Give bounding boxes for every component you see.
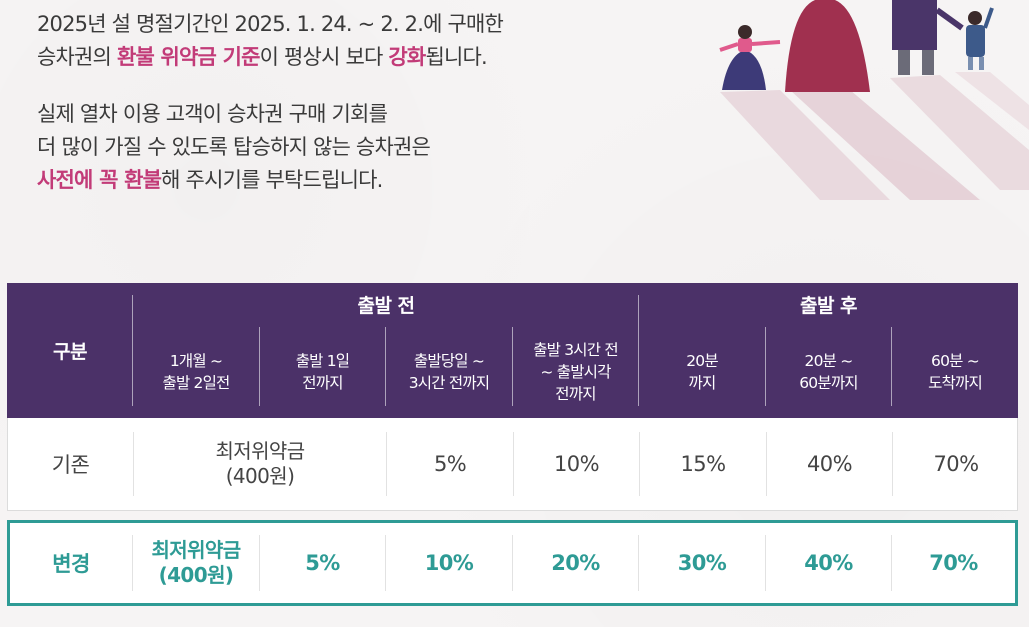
column-1-day-before: 출발 1일 전까지 [295, 351, 350, 392]
notice-text-span: 2025년 설 명절기간인 2025. 1. 24. ~ 2. 2.에 구매한 [37, 12, 504, 36]
table-cell: 70% [929, 551, 978, 575]
header-after-departure: 출발 후 [799, 294, 858, 317]
highlight-strengthen: 강화 [388, 45, 426, 69]
notice-text-span: 이 평상시 보다 [259, 45, 389, 69]
notice-text-span: 승차권의 [37, 45, 117, 69]
column-same-day: 출발당일 ~3시간 전까지 [408, 351, 490, 392]
table-cell: 30% [677, 551, 727, 575]
table-cell: 20% [551, 551, 600, 575]
table-cell: 10% [424, 551, 474, 575]
column-60-min-to-arrival: 60분 ~ 도착까지 [928, 351, 983, 392]
notice-line-3: 실제 열차 이용 고객이 승차권 구매 기회를 [37, 98, 677, 131]
highlight-refund-in-advance: 사전에 꼭 환불 [37, 168, 162, 192]
table-cell: 10% [554, 452, 599, 476]
notice-text-span: 실제 열차 이용 고객이 승차권 구매 기회를 [37, 102, 388, 126]
notice-line-5: 사전에 꼭 환불해 주시기를 부탁드립니다. [37, 164, 677, 197]
table-cell: 40% [804, 551, 853, 575]
table-cell: 15% [680, 452, 726, 476]
table-header: 구분 출발 전 출발 후 1개월 ~ 출발 2일전 출발 1일 전까지 출발당일 ~… [7, 283, 1018, 418]
refund-fee-table: 구분 출발 전 출발 후 1개월 ~ 출발 2일전 출발 1일 전까지 출발당일 ~… [7, 283, 1018, 511]
column-20-min: 20분 까지 [686, 351, 718, 392]
notice-text-span: 더 많이 가질 수 있도록 탑승하지 않는 승차권은 [37, 135, 431, 159]
family-hanbok-illustration [719, 0, 1029, 200]
row-label-existing: 기존 [51, 453, 90, 477]
table-row-changed: 변경 최저위약금 (400원) 5% 10% 20% 30% 40% 70% [7, 520, 1018, 606]
header-before-departure: 출발 전 [357, 294, 415, 317]
table-cell: 5% [305, 551, 340, 575]
cell-minimum-fee-changed: 최저위약금 (400원) [151, 538, 242, 587]
notice-text: 2025년 설 명절기간인 2025. 1. 24. ~ 2. 2.에 구매한 … [37, 8, 677, 197]
column-20-60-min: 20분 ~60분까지 [799, 351, 858, 392]
notice-text-span: 해 주시기를 부탁드립니다. [161, 168, 383, 192]
notice-line-1: 2025년 설 명절기간인 2025. 1. 24. ~ 2. 2.에 구매한 [37, 8, 677, 41]
notice-line-2: 승차권의 환불 위약금 기준이 평상시 보다 강화됩니다. [37, 41, 677, 74]
header-category: 구분 [53, 341, 87, 363]
table-row-existing: 기존 최저위약금 (400원) 5% 10% 15% 40% 70% [7, 418, 1018, 511]
cell-minimum-fee: 최저위약금 (400원) [215, 439, 306, 488]
row-label-changed: 변경 [52, 552, 90, 576]
column-3-hours-before: 출발 3시간 전 ~ 출발시각 전까지 [533, 340, 618, 403]
notice-line-4: 더 많이 가질 수 있도록 탑승하지 않는 승차권은 [37, 131, 677, 164]
column-1-month-to-2-days: 1개월 ~ 출발 2일전 [162, 351, 230, 392]
table-cell: 70% [933, 452, 979, 476]
table-cell: 5% [433, 452, 467, 476]
table-cell: 40% [807, 452, 852, 476]
highlight-refund-criteria: 환불 위약금 기준 [116, 45, 260, 69]
notice-text-span: 됩니다. [425, 45, 487, 69]
